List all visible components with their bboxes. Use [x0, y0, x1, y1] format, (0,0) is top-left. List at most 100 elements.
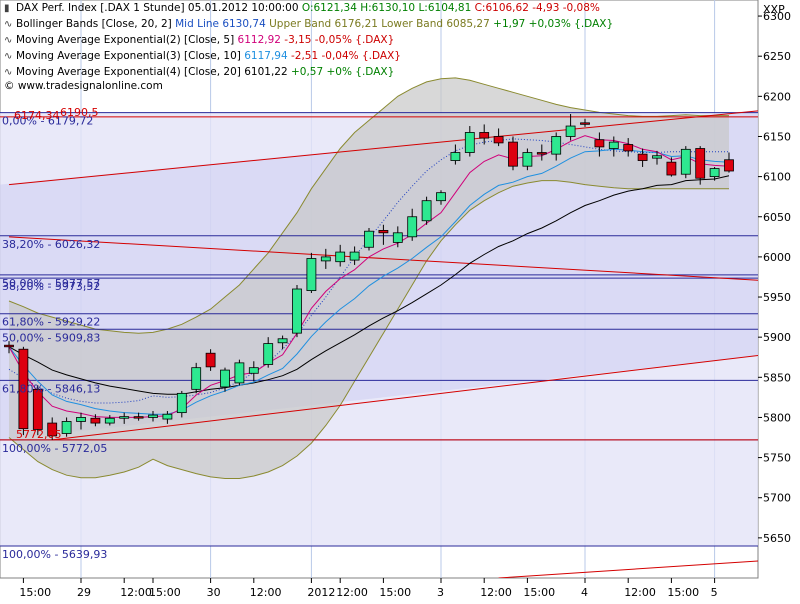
candle-down: [32, 388, 43, 430]
candle-up: [234, 362, 245, 384]
legend-ema5-name: Moving Average Exponential(2) [Close, 5]: [16, 34, 235, 46]
x-tick-label: 15:00: [523, 586, 555, 599]
legend-ema10-change: -2,51 -0,04% {.DAX}: [290, 50, 401, 62]
ema20-line: [8, 175, 730, 395]
candle-up: [320, 256, 331, 262]
legend-bb-change: +1,97 +0,03% {.DAX}: [493, 18, 614, 30]
candle-up: [421, 200, 432, 222]
legend-ema5-value: 6112,92: [237, 34, 281, 46]
candle-up: [335, 251, 346, 263]
x-tick-label: 4: [581, 586, 588, 599]
y-tick-label: 6050: [763, 211, 791, 224]
legend-ema10: ∿ Moving Average Exponential(3) [Close, 1…: [4, 50, 401, 62]
candle-down: [695, 148, 706, 179]
candle-up: [119, 416, 130, 419]
candle-up: [349, 251, 360, 261]
candle-down: [666, 161, 677, 176]
y-tick-label: 6200: [763, 90, 791, 103]
candle-down: [205, 352, 216, 368]
fib-level-label: 50,00% - 5909,83: [2, 331, 100, 344]
fib-level-label: 61,80% - 5929,22: [2, 316, 100, 329]
legend-ema5-change: -3,15 -0,05% {.DAX}: [284, 34, 395, 46]
y-tick-label: 6100: [763, 171, 791, 184]
legend-ema20-value: 6101,22: [244, 66, 288, 78]
candle-up: [522, 152, 533, 167]
legend-ema10-value: 6117,94: [244, 50, 288, 62]
candle-down: [536, 152, 547, 155]
candle-down: [493, 136, 504, 144]
candle-up: [76, 417, 86, 422]
trend-line: [498, 560, 758, 578]
candle-down: [580, 122, 590, 125]
candle-up: [61, 421, 72, 434]
x-tick-label: 12:00: [250, 586, 282, 599]
legend-ohlc-values: O:6121,34 H:6130,10 L:6104,81: [301, 2, 472, 14]
legend-ema10-name: Moving Average Exponential(3) [Close, 10…: [16, 50, 241, 62]
candle-up: [191, 367, 202, 390]
legend-ema20-change: +0,57 +0% {.DAX}: [290, 66, 395, 78]
candle-up: [464, 132, 475, 153]
candle-down: [18, 348, 29, 430]
fib-marker-label: 6174,34: [14, 109, 60, 122]
candle-up: [450, 152, 461, 161]
legend-ema20: ∿ Moving Average Exponential(4) [Close, 2…: [4, 66, 394, 78]
fib-level-label: 0,00% - 6179,72: [2, 115, 93, 128]
x-tick-label: 12:00: [336, 586, 368, 599]
candle-up: [162, 413, 173, 420]
y-tick-label: 5900: [763, 331, 791, 344]
y-unit-label: XXP: [763, 3, 785, 16]
candle-down: [47, 422, 58, 437]
candle-up: [104, 417, 115, 424]
fib-level-label: 100,00% - 5772,05: [2, 442, 107, 455]
candle-up: [306, 258, 317, 292]
bollinger-upper-line: [8, 77, 729, 334]
legend-bb-name: Bollinger Bands [Close, 20, 2]: [16, 18, 172, 30]
legend-bb-upper-lower: Upper Band 6176,21 Lower Band 6085,27: [269, 18, 490, 30]
x-tick-label: 5: [711, 586, 718, 599]
candle-down: [90, 417, 101, 424]
x-tick-label: 2012: [307, 586, 335, 599]
legend-ema20-name: Moving Average Exponential(4) [Close, 20…: [16, 66, 241, 78]
y-tick-label: 6000: [763, 251, 791, 264]
trend-line: [8, 236, 758, 281]
y-tick-label: 5650: [763, 532, 791, 545]
trend-line: [8, 110, 758, 186]
legend-ohlc: ▮ DAX Perf. Index [.DAX 1 Stunde] 05.01.2…: [4, 2, 600, 14]
candle-up: [263, 343, 274, 365]
candle-up: [148, 414, 158, 418]
candle-up: [565, 125, 576, 137]
x-tick-label: 3: [437, 586, 444, 599]
candle-down: [378, 229, 389, 234]
candle-up: [292, 288, 302, 334]
candle-down: [508, 141, 518, 167]
fib-level-label: 61,80% - 5846,13: [2, 382, 100, 395]
candle-up: [248, 367, 259, 374]
candle-up: [176, 392, 187, 414]
candle-down: [133, 416, 144, 419]
fib-marker-label: 5772,05: [16, 428, 62, 441]
y-tick-label: 5700: [763, 492, 791, 505]
legend-ema5: ∿ Moving Average Exponential(2) [Close, 5…: [4, 34, 394, 46]
top-marker-label: 6190,5: [60, 106, 99, 119]
candle-up: [551, 136, 562, 155]
x-tick-label: 12:00: [480, 586, 512, 599]
line-icon: ∿: [4, 35, 13, 46]
candle-down: [4, 344, 14, 348]
x-tick-label: 15:00: [149, 586, 181, 599]
trend-line: [52, 354, 758, 441]
y-tick-label: 6150: [763, 130, 791, 143]
candle-down: [594, 139, 605, 148]
candle-up: [220, 369, 230, 388]
candle-up: [392, 232, 403, 243]
x-tick-label: 15:00: [379, 586, 411, 599]
candle-down: [637, 153, 648, 161]
legend-bollinger: ∿ Bollinger Bands [Close, 20, 2] Mid Line…: [4, 18, 613, 30]
x-tick-label: 12:00: [120, 586, 152, 599]
fib-level-label: 50,00% - 5977,57: [2, 277, 100, 290]
candle-up: [680, 148, 691, 175]
x-tick-label: 12:00: [624, 586, 656, 599]
y-tick-label: 5800: [763, 411, 791, 424]
x-tick-label: 29: [77, 586, 91, 599]
